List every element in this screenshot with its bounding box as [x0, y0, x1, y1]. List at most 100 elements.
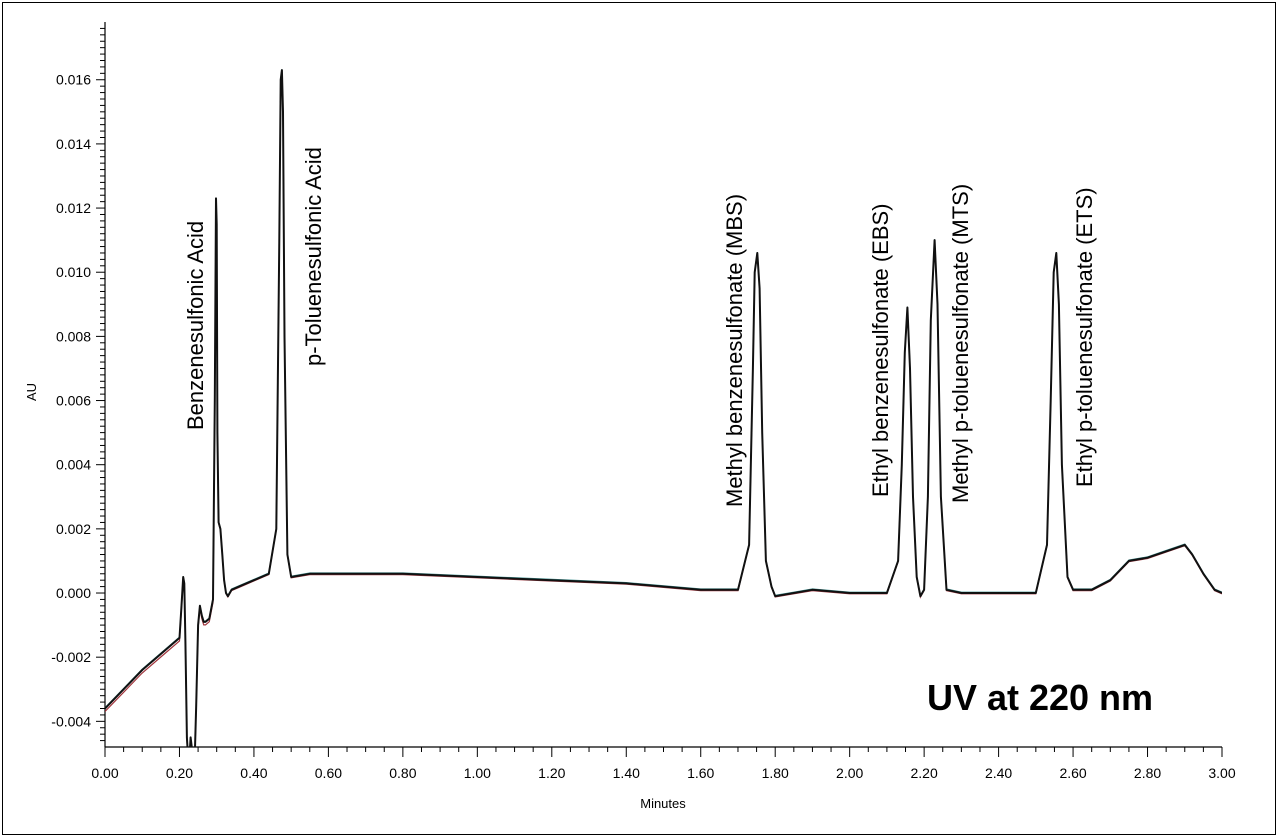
- data-point: [215, 197, 217, 199]
- data-point: [194, 769, 195, 770]
- x-axis: 0.00 0.20 0.40 0.60 0.80 1.00 1.20 1.40 1.60 1.80…: [91, 746, 1236, 781]
- data-point: [476, 576, 478, 578]
- series-group: [105, 69, 1222, 770]
- data-point: [184, 640, 186, 642]
- x-tick-label: 1.40: [613, 765, 640, 781]
- data-point: [227, 595, 229, 597]
- y-tick-label: 0.004: [56, 457, 91, 473]
- trace-line: [105, 69, 1222, 747]
- peak-label: Ethyl p-toluenesulfonate (ETS): [1072, 187, 1097, 487]
- y-tick-label: 0.002: [56, 521, 91, 537]
- data-point: [278, 239, 280, 241]
- data-point: [960, 592, 963, 594]
- data-point: [1128, 560, 1130, 562]
- data-point: [927, 496, 929, 498]
- y-axis-title: AU: [24, 383, 39, 401]
- data-point: [811, 589, 814, 591]
- data-point: [201, 614, 203, 617]
- data-point: [1214, 589, 1216, 591]
- data-point: [754, 271, 756, 273]
- y-tick-label: 0.006: [56, 393, 91, 409]
- data-point: [923, 589, 925, 591]
- data-point: [1184, 544, 1186, 546]
- data-point: [897, 560, 899, 562]
- data-point: [759, 287, 761, 289]
- data-point: [1091, 589, 1093, 591]
- data-point: [945, 589, 948, 591]
- data-point: [183, 582, 185, 585]
- peak-label: Methyl p-toluenesulfonate (MTS): [948, 184, 973, 503]
- data-point: [238, 586, 240, 588]
- x-tick-label: 0.20: [166, 765, 193, 781]
- x-tick-label: 0.80: [389, 765, 416, 781]
- x-tick-label: 2.80: [1134, 765, 1161, 781]
- data-point: [309, 573, 311, 575]
- data-point: [1058, 303, 1060, 305]
- y-axis: -0.004 -0.002 0.000 0.002 0.004 0.006 0.008 0.0…: [51, 22, 106, 747]
- y-tick-label: 0.010: [56, 264, 91, 280]
- data-point: [770, 586, 773, 588]
- data-point: [774, 595, 776, 597]
- data-point: [402, 573, 404, 575]
- data-point: [214, 399, 216, 402]
- peak-labels: Benzenesulfonic Acid p-Toluenesulfonic Ac…: [183, 147, 1097, 507]
- data-point: [190, 736, 192, 739]
- x-tick-label: 3.00: [1208, 765, 1235, 781]
- data-point: [216, 432, 218, 434]
- data-point: [286, 553, 288, 556]
- data-point: [1055, 252, 1057, 254]
- data-point: [160, 653, 162, 655]
- data-point: [998, 592, 1000, 594]
- data-point: [1035, 592, 1037, 594]
- data-point: [192, 753, 193, 754]
- uv-annotation: UV at 220 nm: [927, 677, 1153, 718]
- data-point: [700, 589, 702, 591]
- x-tick-label: 1.00: [464, 765, 491, 781]
- data-point: [1146, 557, 1149, 559]
- data-point: [268, 573, 270, 575]
- data-point: [752, 367, 754, 370]
- data-point: [1066, 576, 1069, 578]
- data-point: [186, 736, 188, 739]
- data-point: [178, 637, 181, 639]
- y-tick-label: 0.000: [56, 585, 91, 601]
- data-point: [1053, 271, 1055, 273]
- x-tick-label: 0.00: [91, 765, 118, 781]
- data-point: [886, 592, 888, 594]
- data-point: [253, 579, 255, 581]
- data-point: [275, 528, 277, 530]
- data-point: [1061, 464, 1063, 466]
- data-point: [940, 496, 942, 498]
- data-point: [1046, 544, 1048, 546]
- trace-overlay-teal: [105, 69, 1222, 747]
- data-point: [936, 303, 939, 305]
- data-point: [219, 528, 221, 530]
- data-point: [1050, 399, 1052, 402]
- x-tick-label: 2.60: [1059, 765, 1086, 781]
- y-tick-label: -0.002: [51, 649, 91, 665]
- data-point: [195, 704, 197, 706]
- data-point: [231, 589, 233, 591]
- x-tick-label: 2.20: [911, 765, 938, 781]
- peak-label: Benzenesulfonic Acid: [183, 221, 208, 430]
- data-point: [793, 592, 795, 594]
- peak-label: Ethyl benzenesulfonate (EBS): [868, 203, 893, 497]
- data-point: [748, 544, 750, 546]
- data-point: [225, 592, 227, 594]
- data-point: [1221, 592, 1222, 594]
- data-point: [625, 582, 627, 585]
- data-point: [204, 621, 207, 623]
- data-point: [756, 252, 758, 254]
- peak-label: Methyl benzenesulfonate (MBS): [722, 194, 747, 507]
- data-point: [290, 576, 292, 578]
- data-point: [919, 595, 922, 597]
- data-point: [904, 351, 906, 353]
- data-point: [123, 688, 125, 690]
- x-tick-label: 1.60: [687, 765, 714, 781]
- data-point: [216, 223, 218, 225]
- data-point: [281, 69, 283, 71]
- data-point: [282, 111, 284, 113]
- peak-label: p-Toluenesulfonic Acid: [301, 147, 326, 366]
- y-tick-label: 0.012: [56, 200, 91, 216]
